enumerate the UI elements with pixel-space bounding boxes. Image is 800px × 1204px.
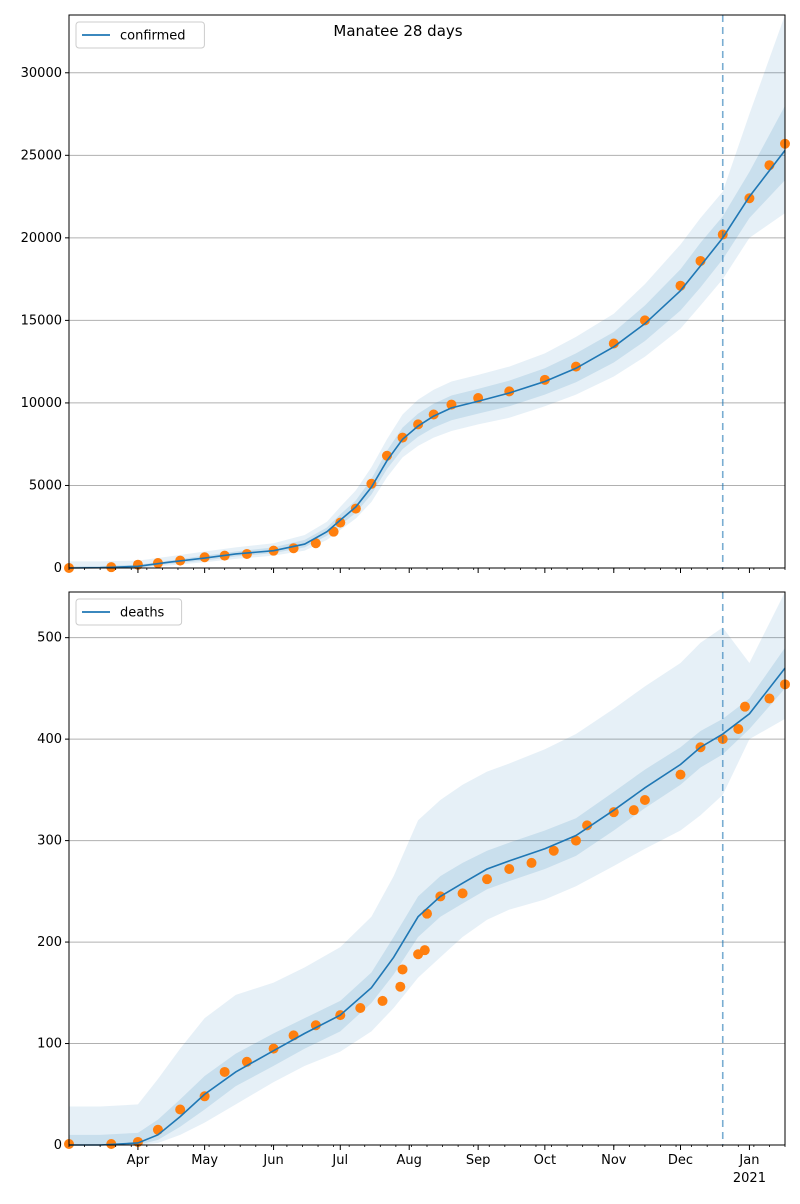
observed-point — [310, 1020, 321, 1031]
confidence-band-95 — [69, 592, 785, 1145]
axes-frame — [68, 591, 786, 1146]
observed-point — [628, 805, 639, 816]
observed-point — [504, 864, 515, 875]
y-tick-label: 200 — [37, 935, 62, 950]
observed-point — [526, 857, 537, 868]
x-tick-label: Apr — [127, 1153, 150, 1168]
observed-point — [482, 874, 493, 885]
x-tick-label: Jan — [738, 1153, 759, 1168]
x-tick-label: Sep — [466, 1153, 491, 1168]
observed-point — [152, 1124, 163, 1135]
observed-point — [288, 543, 299, 554]
y-tick-label: 25000 — [21, 148, 62, 163]
confidence-band-95 — [69, 15, 785, 568]
observed-point — [199, 1091, 210, 1102]
observed-point — [675, 769, 686, 780]
legend: confirmed — [75, 21, 205, 49]
y-tick-label: 500 — [37, 631, 62, 646]
y-tick-label: 400 — [37, 732, 62, 747]
observed-point — [548, 845, 559, 856]
observed-point — [397, 964, 408, 975]
x-tick-label: Oct — [534, 1153, 556, 1168]
confidence-band-50 — [69, 647, 785, 1145]
panel-bottom: 0 100 200 300 400 500 Apr May Jun Jul Aug Sep Oct Nov… — [37, 591, 790, 1186]
model-line — [68, 149, 786, 569]
legend-box — [75, 21, 205, 49]
observed-point — [764, 693, 775, 704]
observed-point — [395, 981, 406, 992]
y-tick-label: 100 — [37, 1037, 62, 1052]
observed-point — [739, 701, 750, 712]
observed-point — [582, 820, 593, 831]
observed-point — [219, 1066, 230, 1077]
observed-point — [310, 538, 321, 549]
y-tick-label: 30000 — [21, 66, 62, 81]
y-tick-label: 15000 — [21, 313, 62, 328]
observed-point — [335, 517, 346, 528]
legend-box — [75, 598, 183, 626]
observed-point — [355, 1003, 366, 1014]
observed-point — [132, 1136, 143, 1147]
observed-point — [419, 945, 430, 956]
observed-point — [350, 503, 361, 514]
x-tick-label: Jun — [262, 1153, 283, 1168]
axes-frame — [68, 14, 786, 569]
x-tick-year-label: 2021 — [733, 1171, 766, 1186]
y-tick-label: 300 — [37, 834, 62, 849]
y-tick-label: 5000 — [29, 478, 62, 493]
model-line — [69, 667, 786, 1146]
x-tick-label: Nov — [601, 1153, 627, 1168]
observed-point — [241, 548, 252, 559]
observed-point — [397, 432, 408, 443]
y-tick-label: 0 — [54, 561, 62, 576]
legend-label: deaths — [120, 606, 165, 621]
figure-title: Manatee 28 days — [333, 22, 462, 40]
y-tick-label: 0 — [54, 1138, 62, 1153]
observed-point — [570, 835, 581, 846]
confidence-band-50 — [69, 105, 785, 568]
y-tick-label: 10000 — [21, 396, 62, 411]
observed-point — [377, 995, 388, 1006]
observed-point — [328, 526, 339, 537]
y-tick-label: 20000 — [21, 231, 62, 246]
legend-label: confirmed — [120, 29, 186, 44]
observed-point — [422, 908, 432, 919]
observed-point — [175, 1104, 186, 1115]
x-tick-label: Dec — [668, 1153, 693, 1168]
observed-point — [457, 888, 468, 899]
x-tick-label: May — [191, 1153, 218, 1168]
observed-point — [608, 338, 619, 349]
observed-point — [413, 419, 424, 430]
x-tick-label: Jul — [331, 1153, 348, 1168]
observed-point — [733, 723, 744, 734]
panel-top: 0 5000 10000 15000 20000 25000 30000 confirmed — [21, 14, 790, 576]
legend: deaths — [75, 598, 183, 626]
observed-point — [268, 1043, 279, 1054]
observed-point — [199, 552, 210, 563]
observed-point — [639, 795, 650, 806]
observed-point — [608, 807, 619, 818]
x-tick-label: Aug — [397, 1153, 422, 1168]
observed-point — [639, 315, 650, 326]
